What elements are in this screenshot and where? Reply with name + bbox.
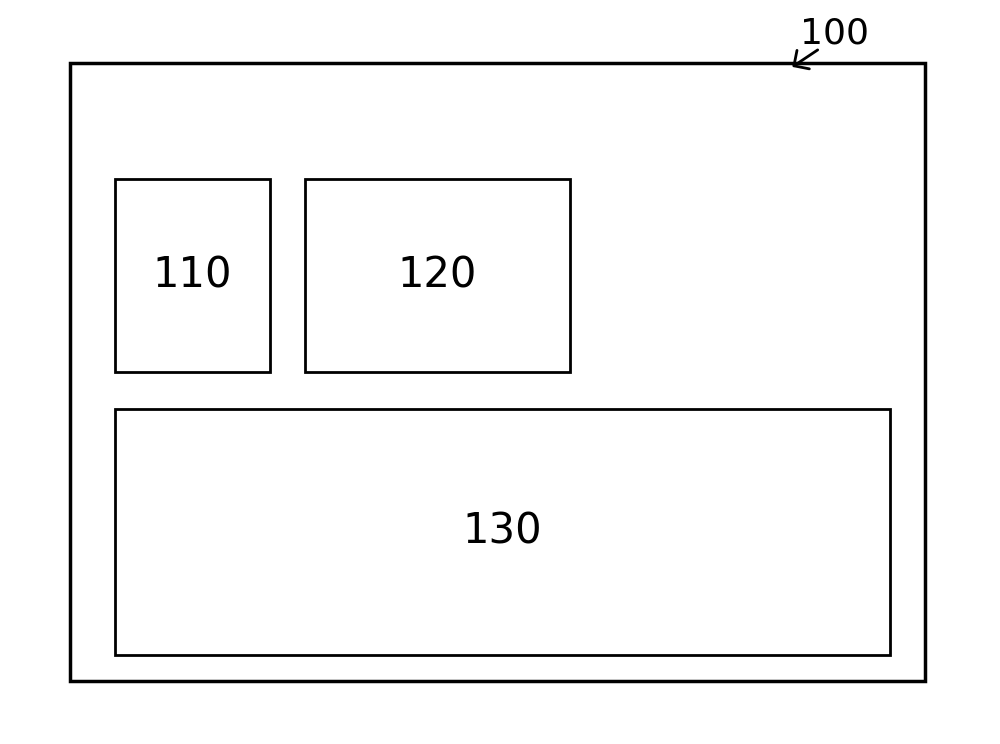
Text: 100: 100 <box>800 16 869 51</box>
Bar <box>305 179 570 372</box>
Text: 130: 130 <box>463 511 542 553</box>
Bar <box>115 409 890 655</box>
Bar <box>70 63 925 681</box>
Bar <box>115 179 270 372</box>
Text: 110: 110 <box>153 254 232 296</box>
Text: 120: 120 <box>398 254 477 296</box>
